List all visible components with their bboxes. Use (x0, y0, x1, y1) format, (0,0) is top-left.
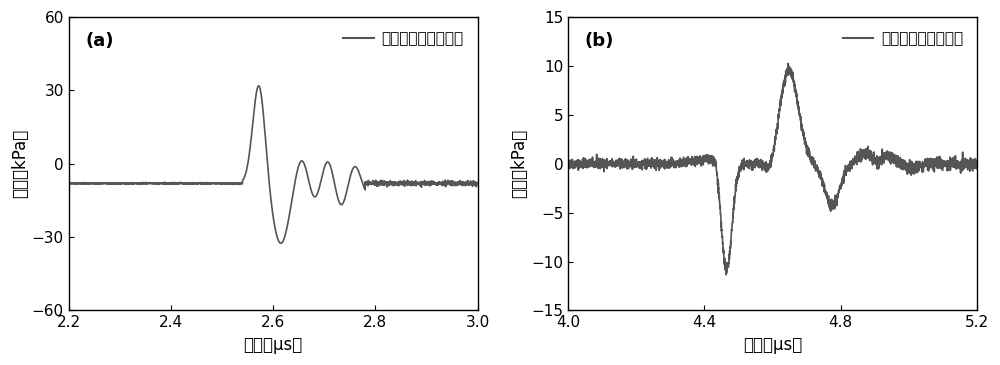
Legend: 探头接收的超声信号: 探头接收的超声信号 (837, 25, 969, 52)
Y-axis label: 声压（kPa）: 声压（kPa） (11, 129, 29, 199)
Text: (b): (b) (584, 32, 614, 50)
Y-axis label: 声压（kPa）: 声压（kPa） (511, 129, 529, 199)
Text: (a): (a) (85, 32, 114, 50)
Legend: 探头发射的超声信号: 探头发射的超声信号 (337, 25, 470, 52)
X-axis label: 时间（μs）: 时间（μs） (244, 336, 303, 354)
X-axis label: 时间（μs）: 时间（μs） (743, 336, 802, 354)
